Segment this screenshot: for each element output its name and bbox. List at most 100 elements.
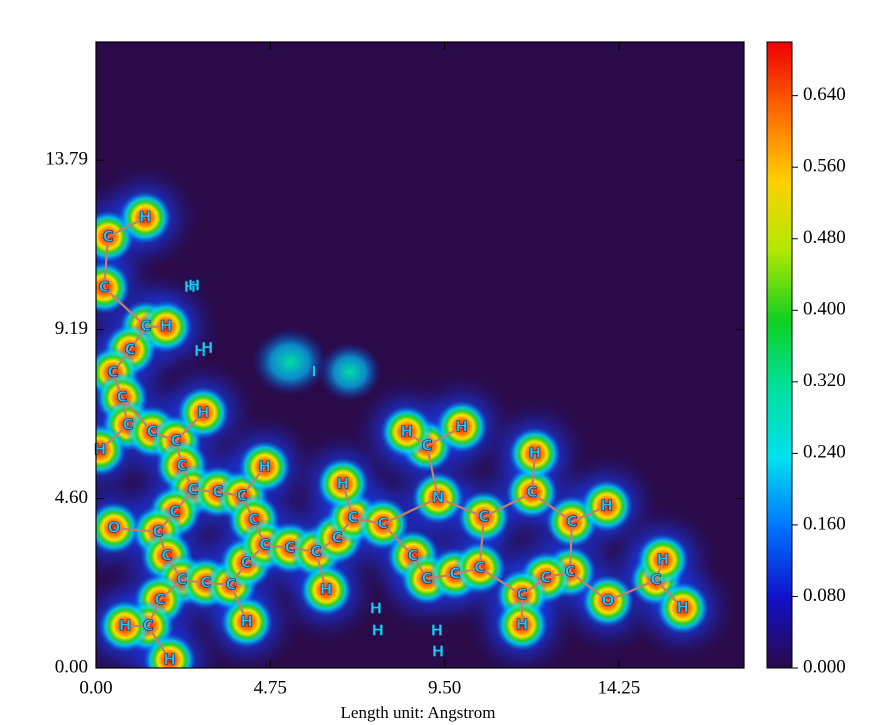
atom-label: N	[432, 488, 445, 506]
atom-label: H	[197, 403, 210, 421]
atom-label: H	[516, 615, 529, 633]
bond	[315, 551, 328, 591]
bond	[112, 349, 132, 374]
bond	[230, 584, 248, 623]
atom-label: C	[176, 456, 187, 474]
bond	[174, 440, 183, 467]
x-tick-label: 14.25	[598, 677, 641, 698]
bond	[478, 516, 485, 568]
bond	[654, 559, 664, 581]
x-tick-label: 0.00	[79, 677, 112, 698]
bond	[107, 216, 146, 238]
bond	[655, 579, 684, 609]
bond	[181, 578, 206, 585]
atom-label: C	[200, 573, 211, 591]
atom-label: C	[526, 483, 537, 501]
colorbar-tick-label: 0.240	[803, 442, 846, 463]
atom-label: C	[161, 547, 172, 565]
atom-label: H	[201, 339, 214, 357]
atom-label: H	[372, 621, 385, 639]
plot-frame	[95, 41, 745, 669]
x-tick-label: 4.75	[254, 677, 287, 698]
colorbar-tick-label: 0.560	[803, 156, 846, 177]
bond	[175, 412, 204, 442]
atom-label: C	[107, 363, 118, 381]
atom-label: H	[370, 600, 383, 618]
atom-label: H	[160, 317, 173, 335]
bond	[156, 531, 168, 557]
atom-label: C	[285, 538, 296, 556]
colorbar-tick-label: 0.080	[803, 585, 846, 606]
atom-label: C	[540, 568, 551, 586]
atom-label: O	[601, 591, 614, 609]
atom-label: C	[169, 502, 180, 520]
atom-label: C	[226, 575, 237, 593]
atom-label: C	[566, 512, 577, 530]
y-tick-label: 4.60	[55, 487, 88, 508]
bond	[382, 523, 414, 557]
bond	[241, 466, 266, 497]
atom-label: C	[117, 388, 128, 406]
atom-label: H	[188, 276, 201, 294]
atom-label: H	[241, 612, 254, 630]
colorbar-tick-label: 0.320	[803, 370, 846, 391]
atom-label: H	[337, 474, 350, 492]
bond	[382, 496, 439, 526]
atom-label: H	[600, 496, 613, 514]
bond	[174, 489, 194, 513]
atom-label: C	[408, 547, 419, 565]
atom-label: C	[259, 536, 270, 554]
atom-label: C	[125, 340, 136, 358]
bond	[607, 578, 657, 602]
atom-label: C	[311, 543, 322, 561]
bond	[120, 397, 129, 426]
atom-label: C	[122, 415, 133, 433]
axes: 0.00 4.75 9.50 14.25 0.00 4.60 9.19 13.79 0.000 0…	[45, 42, 846, 698]
y-tick-label: 0.00	[55, 656, 88, 677]
atom-label: H	[163, 650, 176, 668]
atom-label: C	[99, 278, 110, 296]
atom-label: H	[139, 208, 152, 226]
atom-label: H	[184, 278, 197, 296]
atom-label: H	[529, 444, 542, 462]
bond	[530, 453, 536, 493]
bond	[157, 511, 176, 533]
atom-label: C	[332, 529, 343, 547]
density-blob	[252, 328, 328, 396]
atom-label: H	[676, 598, 689, 616]
bond	[121, 396, 153, 433]
bond	[192, 488, 218, 494]
atom-label: C	[516, 586, 527, 604]
bond	[205, 581, 232, 586]
bond	[289, 546, 317, 554]
bond	[165, 555, 183, 581]
bonds	[99, 216, 684, 661]
bond	[454, 566, 481, 576]
bond	[437, 496, 485, 519]
bond	[245, 544, 266, 564]
bond	[180, 465, 194, 491]
bond	[103, 286, 147, 328]
atom-label: C	[565, 562, 576, 580]
atom-label: C	[176, 570, 187, 588]
atom-label: H	[94, 441, 107, 459]
colorbar-tick-label: 0.400	[803, 299, 846, 320]
colorbar-tick-label: 0.000	[803, 656, 846, 677]
bond	[426, 573, 456, 580]
bond	[102, 236, 110, 288]
bond	[252, 519, 266, 546]
colorbar	[766, 41, 793, 669]
atom-label: C	[421, 436, 432, 454]
bond	[425, 445, 440, 499]
y-tick-label: 9.19	[55, 318, 88, 339]
atom-label: H	[259, 457, 272, 475]
atom-label: C	[241, 554, 252, 572]
atom-label: C	[377, 515, 388, 533]
atom-label: C	[347, 508, 358, 526]
bond	[129, 326, 147, 351]
atom-label: C	[248, 510, 259, 528]
atom-label: C	[154, 590, 165, 608]
atom-label: H	[401, 422, 414, 440]
density-core	[96, 424, 127, 476]
